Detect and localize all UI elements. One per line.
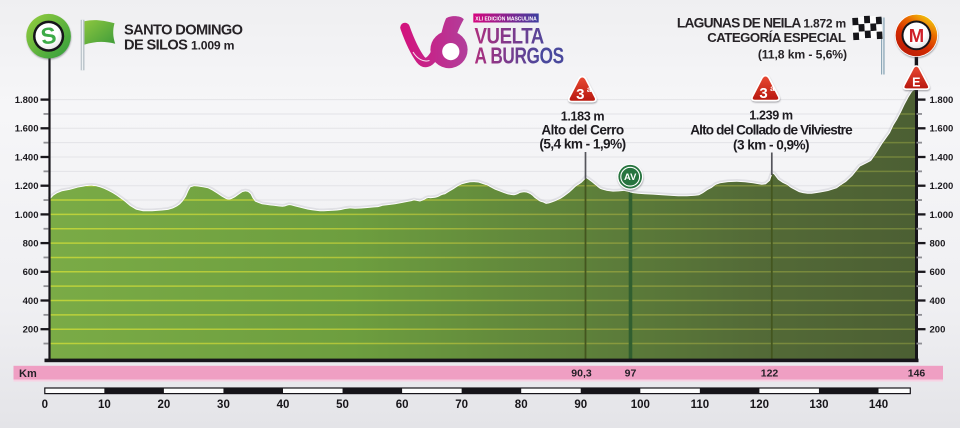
svg-text:97: 97 bbox=[625, 368, 637, 380]
svg-text:3: 3 bbox=[576, 86, 584, 103]
svg-text:1.400: 1.400 bbox=[930, 152, 954, 163]
svg-text:1.183 m: 1.183 m bbox=[561, 109, 605, 123]
svg-text:Alto del Cerro: Alto del Cerro bbox=[541, 122, 623, 137]
svg-text:3: 3 bbox=[759, 85, 767, 102]
svg-text:M: M bbox=[909, 25, 924, 46]
svg-text:XLI EDICIÓN MASCULINA: XLI EDICIÓN MASCULINA bbox=[475, 15, 537, 23]
svg-text:AV: AV bbox=[624, 171, 637, 182]
svg-text:a: a bbox=[587, 85, 592, 94]
svg-text:600: 600 bbox=[23, 267, 39, 278]
svg-text:A BURGOS: A BURGOS bbox=[475, 43, 564, 69]
svg-text:1.239 m: 1.239 m bbox=[749, 108, 793, 122]
svg-text:1.000: 1.000 bbox=[15, 210, 39, 221]
svg-text:1.600: 1.600 bbox=[930, 124, 954, 135]
svg-text:(3 km - 0,9%): (3 km - 0,9%) bbox=[733, 138, 809, 153]
svg-text:1.800: 1.800 bbox=[15, 95, 39, 106]
svg-text:0: 0 bbox=[42, 399, 48, 411]
svg-text:140: 140 bbox=[869, 399, 888, 411]
svg-text:30: 30 bbox=[217, 399, 230, 411]
svg-text:120: 120 bbox=[750, 399, 769, 411]
svg-text:E: E bbox=[912, 76, 920, 90]
svg-text:1.200: 1.200 bbox=[15, 181, 39, 192]
svg-text:1.800: 1.800 bbox=[930, 95, 954, 106]
svg-text:SANTO DOMINGO: SANTO DOMINGO bbox=[124, 23, 243, 39]
svg-text:200: 200 bbox=[23, 325, 39, 336]
svg-text:90: 90 bbox=[574, 399, 587, 411]
svg-text:400: 400 bbox=[930, 296, 946, 307]
svg-text:130: 130 bbox=[809, 399, 828, 411]
svg-text:1.200: 1.200 bbox=[930, 181, 954, 192]
svg-text:80: 80 bbox=[515, 399, 528, 411]
svg-text:1.872 m: 1.872 m bbox=[803, 17, 846, 31]
svg-text:S: S bbox=[39, 22, 58, 50]
svg-text:800: 800 bbox=[930, 239, 946, 250]
svg-text:110: 110 bbox=[691, 399, 710, 411]
svg-text:90,3: 90,3 bbox=[571, 368, 592, 380]
svg-text:10: 10 bbox=[98, 399, 111, 411]
svg-text:40: 40 bbox=[277, 399, 290, 411]
svg-text:20: 20 bbox=[158, 399, 171, 411]
svg-text:(5,4 km - 1,9%): (5,4 km - 1,9%) bbox=[539, 137, 625, 152]
svg-text:800: 800 bbox=[23, 239, 39, 250]
svg-text:60: 60 bbox=[396, 399, 409, 411]
svg-text:50: 50 bbox=[336, 399, 349, 411]
svg-text:146: 146 bbox=[908, 368, 926, 380]
svg-text:LAGUNAS DE NEILA: LAGUNAS DE NEILA bbox=[677, 16, 801, 31]
svg-text:200: 200 bbox=[930, 325, 946, 336]
svg-text:Km: Km bbox=[19, 368, 37, 380]
svg-text:CATEGORÍA ESPECIAL: CATEGORÍA ESPECIAL bbox=[707, 30, 846, 45]
svg-text:100: 100 bbox=[631, 399, 650, 411]
svg-text:1.009 m: 1.009 m bbox=[191, 39, 235, 53]
svg-text:1.400: 1.400 bbox=[15, 152, 39, 163]
svg-text:1.000: 1.000 bbox=[930, 210, 954, 221]
svg-text:a: a bbox=[770, 84, 775, 93]
svg-text:VUELTA: VUELTA bbox=[474, 24, 544, 49]
svg-text:1.600: 1.600 bbox=[15, 124, 39, 135]
svg-text:Alto del Collado de Vilviestre: Alto del Collado de Vilviestre bbox=[690, 123, 853, 138]
svg-text:(11,8 km - 5,6%): (11,8 km - 5,6%) bbox=[758, 48, 847, 62]
svg-text:600: 600 bbox=[930, 267, 946, 278]
svg-text:DE SILOS: DE SILOS bbox=[124, 38, 188, 54]
svg-text:70: 70 bbox=[455, 399, 468, 411]
svg-text:122: 122 bbox=[761, 368, 779, 380]
svg-text:400: 400 bbox=[23, 296, 39, 307]
